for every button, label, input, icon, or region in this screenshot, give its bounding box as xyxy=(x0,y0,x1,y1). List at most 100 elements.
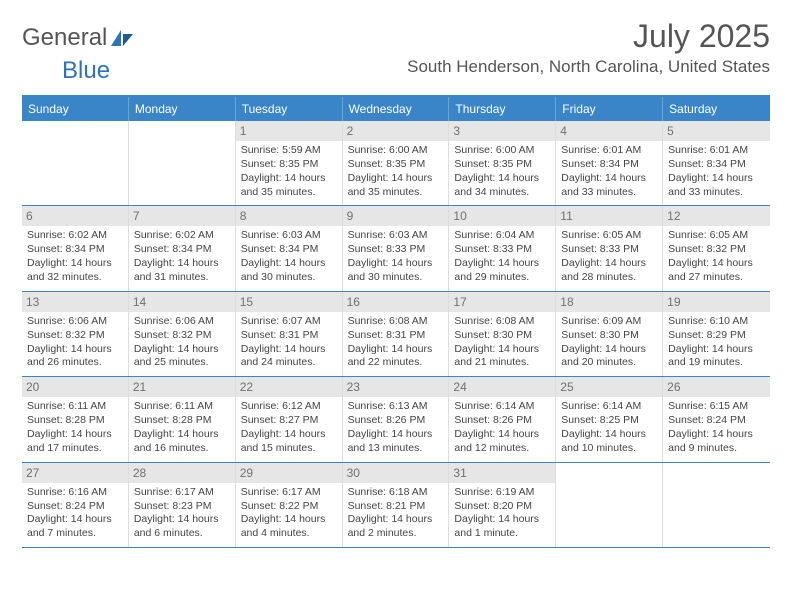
day-info: Sunrise: 6:10 AMSunset: 8:29 PMDaylight:… xyxy=(668,315,765,370)
empty-day-cell xyxy=(129,121,236,205)
weekday-header-cell: Monday xyxy=(129,97,236,121)
day-cell: 3 Sunrise: 6:00 AMSunset: 8:35 PMDaylight… xyxy=(449,121,556,205)
day-number: 26 xyxy=(663,377,770,397)
day-cell: 17Sunrise: 6:08 AMSunset: 8:30 PMDayligh… xyxy=(449,292,556,376)
day-info: Sunrise: 6:13 AMSunset: 8:26 PMDaylight:… xyxy=(348,400,444,455)
month-title: July 2025 xyxy=(407,18,770,55)
day-info: Sunrise: 6:01 AMSunset: 8:34 PMDaylight:… xyxy=(668,144,765,199)
week-row: 13 Sunrise: 6:06 AMSunset: 8:32 PMDayligh… xyxy=(22,292,770,377)
day-info: Sunrise: 6:14 AMSunset: 8:26 PMDaylight:… xyxy=(454,400,550,455)
day-info: Sunrise: 6:09 AMSunset: 8:30 PMDaylight:… xyxy=(561,315,657,370)
day-cell: 5 Sunrise: 6:01 AMSunset: 8:34 PMDaylight… xyxy=(663,121,770,205)
day-cell: 20 Sunrise: 6:11 AMSunset: 8:28 PMDayligh… xyxy=(22,377,129,461)
day-number: 15 xyxy=(236,292,342,312)
day-cell: 6 Sunrise: 6:02 AMSunset: 8:34 PMDaylight… xyxy=(22,206,129,290)
day-number: 2 xyxy=(343,121,449,141)
day-info: Sunrise: 6:02 AMSunset: 8:34 PMDaylight:… xyxy=(134,229,230,284)
day-number: 21 xyxy=(129,377,235,397)
day-number: 9 xyxy=(343,206,449,226)
day-cell: 1 Sunrise: 5:59 AMSunset: 8:35 PMDaylight… xyxy=(236,121,343,205)
day-info: Sunrise: 6:04 AMSunset: 8:33 PMDaylight:… xyxy=(454,229,550,284)
day-number: 11 xyxy=(556,206,662,226)
day-info: Sunrise: 6:01 AMSunset: 8:34 PMDaylight:… xyxy=(561,144,657,199)
sail-icon xyxy=(109,28,135,48)
location-subtitle: South Henderson, North Carolina, United … xyxy=(407,57,770,77)
empty-day-cell xyxy=(556,463,663,547)
day-number: 28 xyxy=(129,463,235,483)
day-number: 23 xyxy=(343,377,449,397)
weeks-container: 1 Sunrise: 5:59 AMSunset: 8:35 PMDaylight… xyxy=(22,121,770,548)
day-number: 3 xyxy=(449,121,555,141)
day-number: 5 xyxy=(663,121,770,141)
day-number: 30 xyxy=(343,463,449,483)
day-cell: 23 Sunrise: 6:13 AMSunset: 8:26 PMDayligh… xyxy=(343,377,450,461)
weekday-header-row: SundayMondayTuesdayWednesdayThursdayFrid… xyxy=(22,97,770,121)
weekday-header-cell: Tuesday xyxy=(236,97,343,121)
day-cell: 29 Sunrise: 6:17 AMSunset: 8:22 PMDayligh… xyxy=(236,463,343,547)
day-cell: 12Sunrise: 6:05 AMSunset: 8:32 PMDayligh… xyxy=(663,206,770,290)
brand-name-2: Blue xyxy=(62,57,110,84)
day-cell: 8 Sunrise: 6:03 AMSunset: 8:34 PMDaylight… xyxy=(236,206,343,290)
week-row: 20 Sunrise: 6:11 AMSunset: 8:28 PMDayligh… xyxy=(22,377,770,462)
week-row: 1 Sunrise: 5:59 AMSunset: 8:35 PMDaylight… xyxy=(22,121,770,206)
day-info: Sunrise: 6:16 AMSunset: 8:24 PMDaylight:… xyxy=(27,486,123,541)
day-cell: 26 Sunrise: 6:15 AMSunset: 8:24 PMDayligh… xyxy=(663,377,770,461)
day-info: Sunrise: 6:14 AMSunset: 8:25 PMDaylight:… xyxy=(561,400,657,455)
day-info: Sunrise: 6:18 AMSunset: 8:21 PMDaylight:… xyxy=(348,486,444,541)
day-info: Sunrise: 5:59 AMSunset: 8:35 PMDaylight:… xyxy=(241,144,337,199)
day-cell: 27 Sunrise: 6:16 AMSunset: 8:24 PMDayligh… xyxy=(22,463,129,547)
day-cell: 13 Sunrise: 6:06 AMSunset: 8:32 PMDayligh… xyxy=(22,292,129,376)
day-number: 14 xyxy=(129,292,235,312)
day-info: Sunrise: 6:06 AMSunset: 8:32 PMDaylight:… xyxy=(27,315,123,370)
day-cell: 28 Sunrise: 6:17 AMSunset: 8:23 PMDayligh… xyxy=(129,463,236,547)
day-cell: 18 Sunrise: 6:09 AMSunset: 8:30 PMDayligh… xyxy=(556,292,663,376)
day-cell: 16Sunrise: 6:08 AMSunset: 8:31 PMDayligh… xyxy=(343,292,450,376)
day-info: Sunrise: 6:06 AMSunset: 8:32 PMDaylight:… xyxy=(134,315,230,370)
day-info: Sunrise: 6:15 AMSunset: 8:24 PMDaylight:… xyxy=(668,400,765,455)
day-cell: 25 Sunrise: 6:14 AMSunset: 8:25 PMDayligh… xyxy=(556,377,663,461)
day-info: Sunrise: 6:11 AMSunset: 8:28 PMDaylight:… xyxy=(27,400,123,455)
day-cell: 19Sunrise: 6:10 AMSunset: 8:29 PMDayligh… xyxy=(663,292,770,376)
day-number: 25 xyxy=(556,377,662,397)
day-cell: 7Sunrise: 6:02 AMSunset: 8:34 PMDaylight… xyxy=(129,206,236,290)
day-cell: 31Sunrise: 6:19 AMSunset: 8:20 PMDayligh… xyxy=(449,463,556,547)
week-row: 6 Sunrise: 6:02 AMSunset: 8:34 PMDaylight… xyxy=(22,206,770,291)
day-number: 20 xyxy=(22,377,128,397)
day-number: 8 xyxy=(236,206,342,226)
day-cell: 24 Sunrise: 6:14 AMSunset: 8:26 PMDayligh… xyxy=(449,377,556,461)
day-info: Sunrise: 6:08 AMSunset: 8:30 PMDaylight:… xyxy=(454,315,550,370)
day-info: Sunrise: 6:00 AMSunset: 8:35 PMDaylight:… xyxy=(454,144,550,199)
weekday-header-cell: Saturday xyxy=(663,97,770,121)
day-info: Sunrise: 6:08 AMSunset: 8:31 PMDaylight:… xyxy=(348,315,444,370)
empty-day-cell xyxy=(663,463,770,547)
weekday-header-cell: Friday xyxy=(556,97,663,121)
calendar-table: SundayMondayTuesdayWednesdayThursdayFrid… xyxy=(22,95,770,548)
weekday-header-cell: Wednesday xyxy=(343,97,450,121)
day-info: Sunrise: 6:17 AMSunset: 8:23 PMDaylight:… xyxy=(134,486,230,541)
day-info: Sunrise: 6:17 AMSunset: 8:22 PMDaylight:… xyxy=(241,486,337,541)
day-number: 24 xyxy=(449,377,555,397)
day-number: 22 xyxy=(236,377,342,397)
day-cell: 30 Sunrise: 6:18 AMSunset: 8:21 PMDayligh… xyxy=(343,463,450,547)
day-number: 31 xyxy=(449,463,555,483)
day-info: Sunrise: 6:05 AMSunset: 8:32 PMDaylight:… xyxy=(668,229,765,284)
empty-day-cell xyxy=(22,121,129,205)
day-info: Sunrise: 6:02 AMSunset: 8:34 PMDaylight:… xyxy=(27,229,123,284)
day-number: 18 xyxy=(556,292,662,312)
day-number: 27 xyxy=(22,463,128,483)
day-number: 29 xyxy=(236,463,342,483)
week-row: 27 Sunrise: 6:16 AMSunset: 8:24 PMDayligh… xyxy=(22,463,770,548)
day-number: 1 xyxy=(236,121,342,141)
day-number: 4 xyxy=(556,121,662,141)
day-cell: 22Sunrise: 6:12 AMSunset: 8:27 PMDayligh… xyxy=(236,377,343,461)
day-info: Sunrise: 6:03 AMSunset: 8:34 PMDaylight:… xyxy=(241,229,337,284)
day-info: Sunrise: 6:00 AMSunset: 8:35 PMDaylight:… xyxy=(348,144,444,199)
brand-name-1: General xyxy=(22,24,107,52)
day-info: Sunrise: 6:07 AMSunset: 8:31 PMDaylight:… xyxy=(241,315,337,370)
day-number: 10 xyxy=(449,206,555,226)
day-cell: 4 Sunrise: 6:01 AMSunset: 8:34 PMDaylight… xyxy=(556,121,663,205)
day-number: 13 xyxy=(22,292,128,312)
brand-logo: General xyxy=(22,24,137,52)
day-number: 6 xyxy=(22,206,128,226)
day-cell: 2 Sunrise: 6:00 AMSunset: 8:35 PMDaylight… xyxy=(343,121,450,205)
